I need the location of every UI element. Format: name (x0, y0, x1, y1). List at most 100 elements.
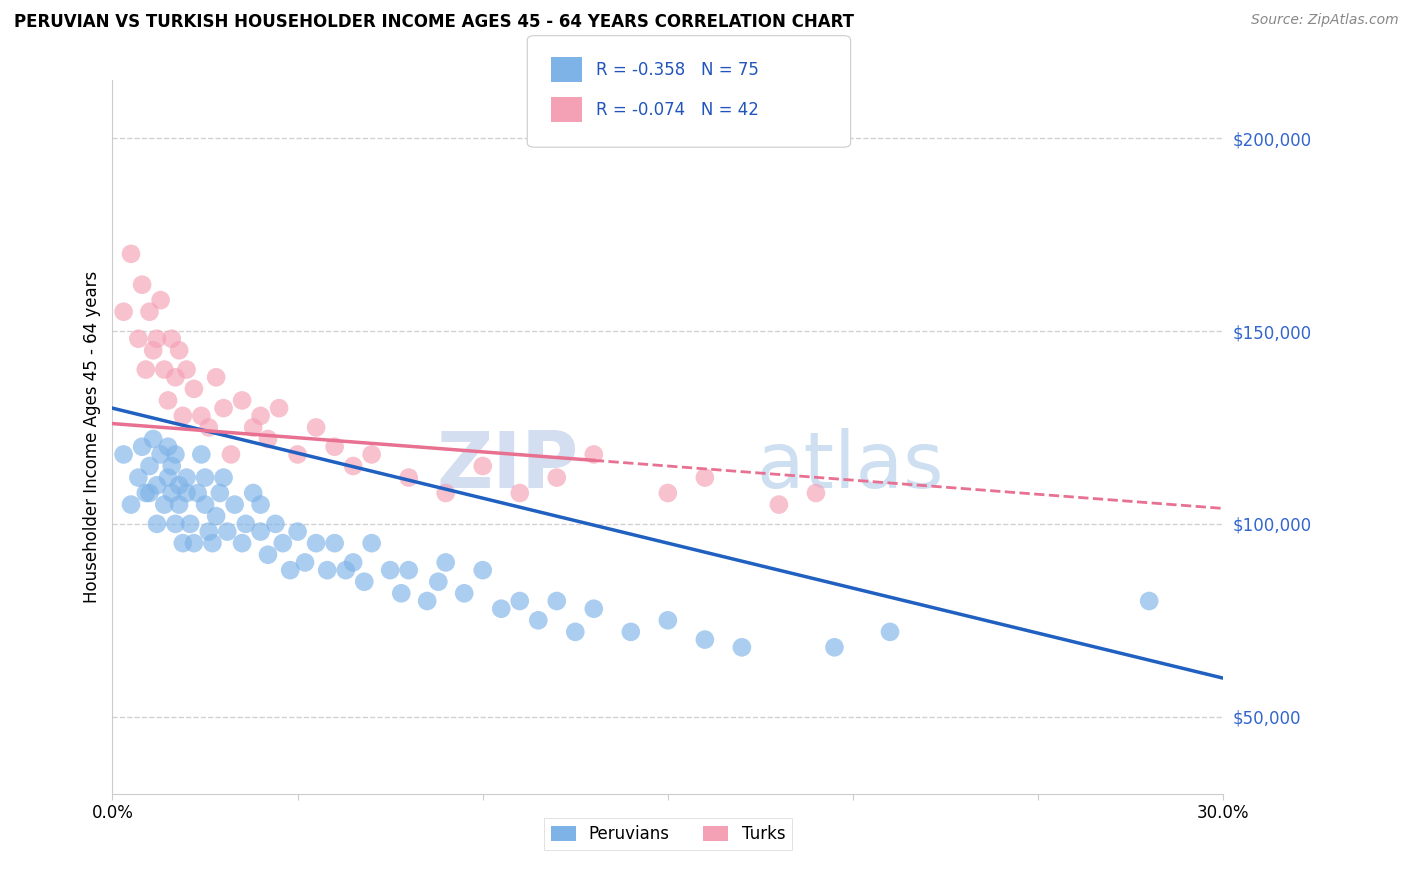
Point (305, 420, 328, 434)
Point (657, 486, 679, 500)
Text: atlas: atlas (756, 427, 945, 504)
Point (149, 293, 172, 307)
Point (138, 304, 160, 318)
Point (205, 370, 228, 384)
Point (398, 470, 420, 484)
Point (157, 440, 180, 454)
Point (323, 536, 346, 550)
Point (657, 613, 679, 627)
Point (416, 594, 439, 608)
Point (305, 536, 328, 550)
Point (342, 556, 364, 570)
Point (187, 486, 209, 500)
Point (620, 624, 643, 639)
Point (389, 586, 412, 600)
Point (360, 447, 382, 461)
Point (231, 393, 253, 408)
Text: R = -0.074   N = 42: R = -0.074 N = 42 (596, 101, 759, 119)
Point (131, 440, 153, 454)
Point (183, 536, 205, 550)
Point (731, 640, 754, 655)
Point (342, 458, 364, 473)
Point (120, 498, 142, 512)
Point (172, 409, 194, 423)
Point (112, 304, 135, 318)
Point (427, 574, 450, 589)
Point (249, 409, 271, 423)
Point (194, 498, 217, 512)
Point (267, 401, 291, 416)
Point (323, 440, 346, 454)
Text: PERUVIAN VS TURKISH HOUSEHOLDER INCOME AGES 45 - 64 YEARS CORRELATION CHART: PERUVIAN VS TURKISH HOUSEHOLDER INCOME A… (14, 13, 853, 31)
Y-axis label: Householder Income Ages 45 - 64 years: Householder Income Ages 45 - 64 years (83, 271, 101, 603)
Point (453, 586, 475, 600)
Point (264, 516, 287, 531)
Point (160, 458, 183, 473)
Point (167, 478, 190, 492)
Point (231, 536, 253, 550)
Point (316, 563, 339, 577)
Text: ZIP: ZIP (437, 427, 579, 504)
Point (120, 247, 142, 261)
Point (768, 498, 790, 512)
Point (564, 624, 586, 639)
Point (471, 563, 494, 577)
Point (1137, 594, 1160, 608)
Point (879, 624, 901, 639)
Legend: Peruvians, Turks: Peruvians, Turks (544, 819, 792, 850)
Point (179, 516, 201, 531)
Point (582, 601, 605, 615)
Point (197, 420, 219, 434)
Point (235, 516, 257, 531)
Point (249, 524, 271, 539)
Point (165, 370, 187, 384)
Point (353, 574, 375, 589)
Point (176, 362, 198, 376)
Point (693, 470, 716, 484)
Point (205, 509, 228, 524)
Point (127, 470, 149, 484)
Point (201, 536, 224, 550)
Point (127, 332, 149, 346)
Point (194, 470, 217, 484)
Point (157, 393, 180, 408)
Point (242, 420, 264, 434)
Point (257, 548, 280, 562)
Point (434, 486, 457, 500)
Point (491, 601, 513, 615)
Point (224, 498, 246, 512)
Point (249, 498, 271, 512)
Point (146, 332, 169, 346)
Point (146, 516, 169, 531)
Point (197, 524, 219, 539)
Point (165, 516, 187, 531)
Point (434, 556, 457, 570)
Point (157, 470, 180, 484)
Point (824, 640, 846, 655)
Point (142, 343, 165, 358)
Point (138, 486, 160, 500)
Point (172, 536, 194, 550)
Point (271, 536, 294, 550)
Point (380, 563, 402, 577)
Point (146, 478, 169, 492)
Point (582, 447, 605, 461)
Point (167, 343, 190, 358)
Point (183, 382, 205, 396)
Point (112, 447, 135, 461)
Point (287, 524, 309, 539)
Point (149, 447, 172, 461)
Point (471, 458, 494, 473)
Point (294, 556, 316, 570)
Point (212, 401, 235, 416)
Point (131, 277, 153, 292)
Point (138, 458, 160, 473)
Point (693, 632, 716, 647)
Point (527, 613, 550, 627)
Point (190, 409, 212, 423)
Point (176, 486, 198, 500)
Point (278, 563, 301, 577)
Point (546, 594, 568, 608)
Text: R = -0.358   N = 75: R = -0.358 N = 75 (596, 61, 759, 78)
Point (135, 362, 157, 376)
